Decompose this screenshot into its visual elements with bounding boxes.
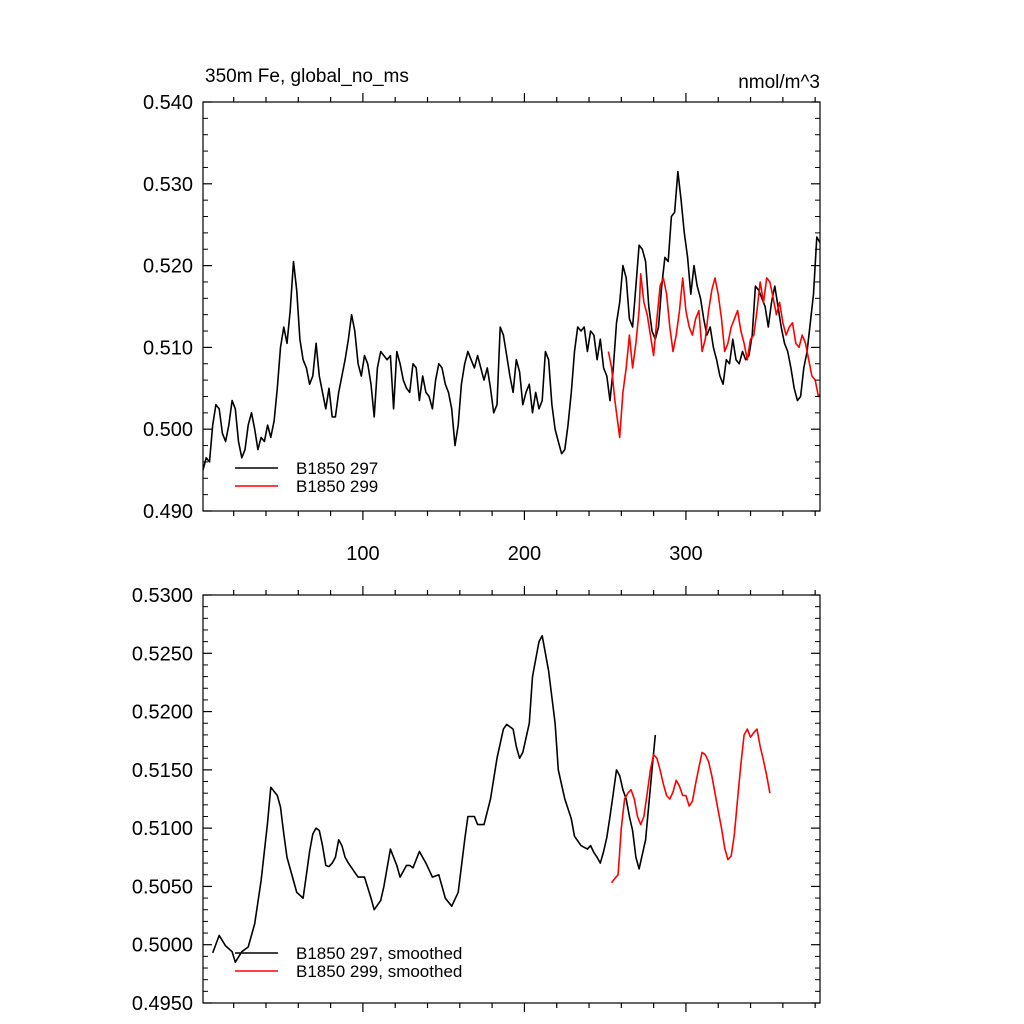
series-line-0-0 <box>203 170 820 471</box>
series-line-1-0 <box>211 635 657 963</box>
y-tick-label: 0.4950 <box>132 993 193 1015</box>
plot-frame <box>202 594 821 1004</box>
x-tick-label: 200 <box>508 543 541 565</box>
plot-frame <box>202 101 821 512</box>
y-tick-label: 0.5250 <box>132 643 193 665</box>
y-tick-label: 0.5200 <box>132 702 193 724</box>
x-tick-label: 100 <box>346 543 379 565</box>
y-tick-label: 0.530 <box>143 174 193 196</box>
y-tick-label: 0.540 <box>143 92 193 114</box>
units-label: nmol/m^3 <box>738 72 820 93</box>
bottom-chart-panel: 0.4950 0.5000 0.5050 0.5100 0.5150 0.5200 0.52… <box>132 585 821 1015</box>
chart-title: 350m Fe, global_no_ms <box>205 66 409 87</box>
y-tick-label: 0.500 <box>143 419 193 441</box>
y-tick-label: 0.5050 <box>132 876 193 898</box>
y-tick-label: 0.490 <box>143 501 193 523</box>
y-tick-label: 0.5150 <box>132 760 193 782</box>
series-line-0-1 <box>607 273 820 439</box>
y-tick-label: 0.5000 <box>132 935 193 957</box>
y-tick-label: 0.5100 <box>132 818 193 840</box>
x-tick-label: 300 <box>669 543 702 565</box>
top-chart-panel: 0.490 0.500 0.510 0.520 0.530 0.540 100 200 300 3… <box>143 66 821 565</box>
y-tick-label: 0.520 <box>143 256 193 278</box>
legend-label: B1850 299, smoothed <box>296 962 462 981</box>
y-tick-label: 0.5300 <box>132 585 193 607</box>
legend-label: B1850 297, smoothed <box>296 944 462 963</box>
y-tick-label: 0.510 <box>143 337 193 359</box>
legend-label: B1850 297 <box>296 459 378 478</box>
series-line-1-1 <box>610 728 771 884</box>
legend-label: B1850 299 <box>296 477 378 496</box>
